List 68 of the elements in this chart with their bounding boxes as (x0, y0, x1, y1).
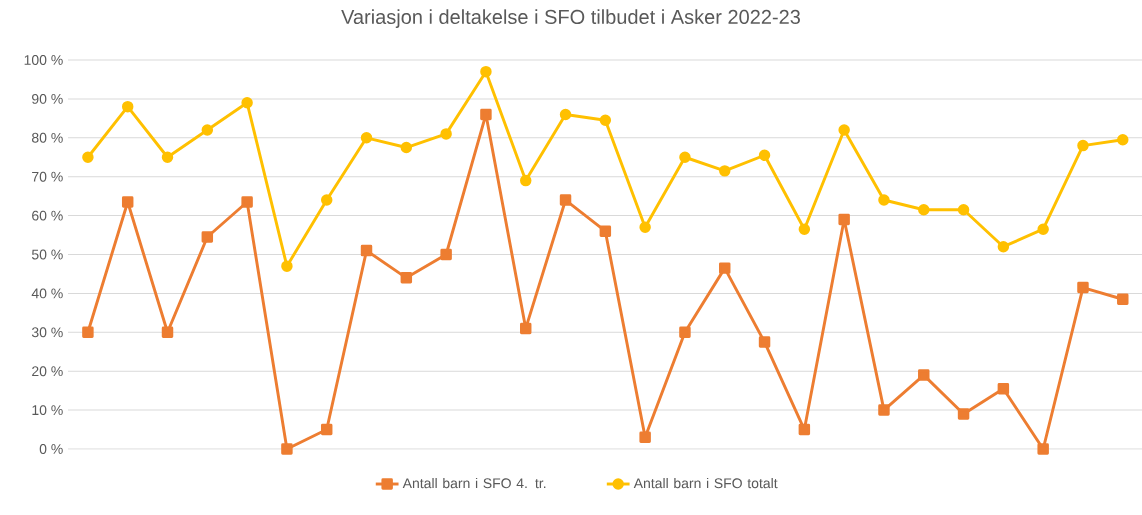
point (161, 326, 174, 339)
y-tick-label: 0 % (39, 444, 63, 454)
point (798, 223, 811, 235)
y-tick-label: 30 % (31, 327, 63, 338)
point (639, 431, 651, 444)
point (997, 240, 1010, 253)
point (1037, 223, 1049, 235)
y-tick-label: 40 % (31, 288, 63, 299)
point (201, 124, 214, 136)
point (201, 231, 214, 243)
point (957, 408, 970, 420)
point (480, 108, 492, 121)
point (281, 260, 293, 272)
y-tick-label: 100 % (24, 55, 63, 65)
point (758, 149, 771, 162)
point (440, 248, 452, 261)
point (1077, 139, 1089, 152)
point (320, 423, 333, 436)
point (878, 194, 890, 206)
point (400, 141, 413, 154)
point (1117, 134, 1129, 146)
point (121, 100, 134, 113)
point (918, 369, 930, 381)
point (400, 272, 413, 284)
legend-label: Antall barn i SFO totalt (633, 477, 778, 489)
point (838, 213, 850, 226)
point (1037, 443, 1049, 455)
point (599, 225, 612, 237)
point (559, 108, 572, 121)
point (281, 443, 293, 455)
point (997, 382, 1010, 395)
point (957, 204, 970, 216)
y-tick-label: 90 % (32, 93, 63, 104)
y-tick-label: 80 % (31, 132, 63, 143)
point (918, 204, 930, 216)
point (360, 132, 373, 144)
point (241, 97, 253, 109)
point (838, 124, 850, 136)
point (639, 221, 651, 234)
y-tick-label: 50 % (31, 249, 63, 260)
point (679, 326, 691, 339)
point (679, 151, 691, 163)
point (758, 336, 771, 348)
y-tick-label: 70 % (32, 171, 63, 182)
point (440, 128, 452, 140)
point (798, 423, 811, 436)
legend-label: Antall barn i SFO 4. tr. (402, 477, 546, 489)
point (320, 194, 333, 206)
point (82, 151, 94, 163)
point (599, 114, 612, 127)
point (719, 262, 731, 274)
point (1077, 281, 1089, 294)
chart-title: Variasjon i deltakelse i SFO tilbudet i Asker 2022-23 (341, 9, 800, 28)
point (719, 165, 731, 177)
point (520, 322, 532, 335)
point (82, 326, 94, 339)
point (161, 151, 174, 163)
point (520, 174, 532, 187)
point (559, 194, 572, 206)
point (480, 65, 492, 78)
y-tick-label: 10 % (32, 405, 63, 416)
y-tick-label: 20 % (32, 366, 63, 377)
point (360, 244, 373, 257)
point (1117, 293, 1129, 305)
point (241, 196, 253, 208)
point (121, 196, 134, 208)
y-tick-label: 60 % (32, 210, 63, 221)
point (878, 404, 890, 416)
